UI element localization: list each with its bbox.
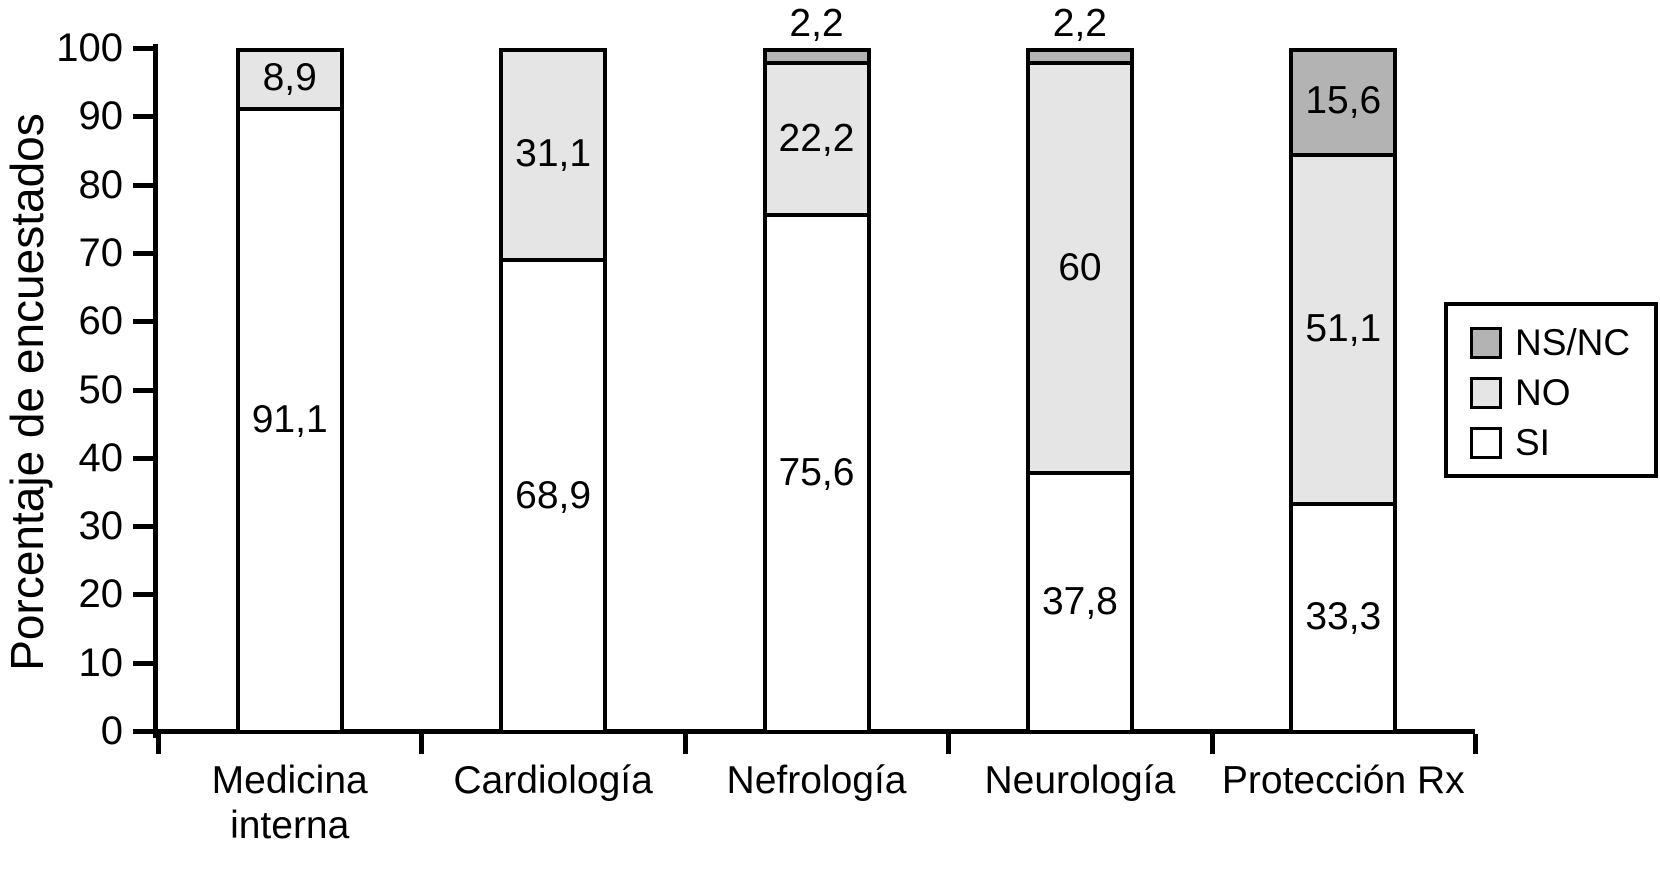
legend: NS/NC NO SI	[1444, 302, 1658, 478]
y-axis-tick	[133, 592, 155, 598]
segment-label: 60	[1058, 245, 1102, 289]
y-tick-label: 60	[78, 299, 124, 344]
bar-segment-divider	[499, 258, 608, 263]
y-tick-label: 0	[100, 709, 123, 753]
y-tick-label: 40	[78, 435, 124, 480]
y-axis-tick	[133, 319, 155, 325]
x-axis-tick	[156, 734, 161, 754]
y-axis-tick	[133, 114, 155, 120]
legend-label: SI	[1515, 422, 1550, 463]
segment-label: 33,3	[1305, 595, 1382, 639]
bar-segment-si	[762, 214, 871, 731]
legend-label: NS/NC	[1515, 322, 1631, 363]
y-axis-tick	[133, 455, 155, 461]
bar-segment-no	[1025, 63, 1134, 473]
segment-label: 22,2	[778, 116, 855, 160]
bar-segment-si	[235, 108, 344, 731]
segment-label: 37,8	[1041, 579, 1118, 623]
category-label: Protección Rx	[1221, 759, 1465, 802]
y-tick-label: 100	[56, 26, 123, 70]
y-tick-label: 10	[78, 640, 124, 685]
bar-segment-divider	[235, 106, 344, 111]
bar-segment-no	[235, 48, 344, 109]
bar-segment-si	[1025, 472, 1134, 731]
bar-segment-divider	[1025, 470, 1134, 475]
category-label: Neurología	[984, 759, 1176, 802]
x-axis-tick	[946, 734, 952, 754]
y-tick-label: 70	[78, 230, 124, 275]
bar-segment-divider	[1025, 61, 1134, 66]
y-tick-label: 30	[78, 504, 124, 549]
segment-label: 51,1	[1305, 307, 1382, 351]
segment-label: 31,1	[515, 132, 592, 176]
legend-swatch	[1470, 427, 1502, 459]
category-label: Medicina interna	[211, 759, 368, 847]
y-axis-tick	[133, 182, 155, 188]
bar-segment-ns-nc	[1289, 48, 1398, 155]
x-axis-tick	[419, 734, 425, 754]
y-axis-tick	[133, 250, 155, 256]
segment-label: 15,6	[1305, 79, 1382, 123]
y-axis-tick	[133, 46, 155, 51]
y-tick-label: 80	[78, 162, 124, 207]
segment-label: 91,1	[251, 397, 328, 441]
y-axis-tick	[133, 660, 155, 666]
bar-segment-no	[1289, 154, 1398, 504]
segment-label: 75,6	[778, 450, 855, 494]
legend-item-ns-nc: NS/NC	[1470, 318, 1654, 368]
legend-swatch	[1470, 377, 1502, 409]
y-axis-tick	[133, 729, 155, 734]
bar-segment-divider	[762, 61, 871, 66]
x-axis-tick	[682, 734, 688, 754]
y-tick-label: 90	[78, 94, 124, 139]
bar-segment-divider	[762, 212, 871, 217]
bar-segment-no	[499, 48, 608, 261]
bar-outline	[235, 48, 344, 734]
legend-label: NO	[1515, 372, 1571, 413]
bar-outline	[762, 48, 871, 734]
x-axis-tick	[1473, 734, 1478, 754]
bar-outline	[1289, 48, 1398, 734]
legend-item-no: NO	[1470, 368, 1654, 418]
category-label: Cardiología	[453, 759, 653, 802]
y-axis-tick	[133, 387, 155, 393]
bar-outline	[499, 48, 608, 734]
bar-segment-divider	[1289, 152, 1398, 157]
bar-segment-divider	[1289, 501, 1398, 506]
legend-item-si: SI	[1470, 418, 1654, 468]
category-label: Nefrología	[726, 759, 907, 802]
bar-segment-no	[762, 63, 871, 215]
x-axis-tick	[1209, 734, 1215, 754]
bar-segment-si	[499, 260, 608, 731]
legend-swatch	[1470, 327, 1502, 359]
bar-segment-si	[1289, 503, 1398, 731]
y-tick-label: 20	[78, 572, 124, 617]
segment-label: 68,9	[515, 473, 592, 517]
segment-label: 2,2	[789, 2, 844, 45]
y-tick-label: 50	[78, 367, 124, 412]
bar-outline	[1025, 48, 1134, 734]
segment-label: 2,2	[1052, 2, 1107, 45]
segment-label: 8,9	[262, 56, 317, 100]
y-axis	[153, 44, 158, 738]
y-axis-tick	[133, 524, 155, 530]
